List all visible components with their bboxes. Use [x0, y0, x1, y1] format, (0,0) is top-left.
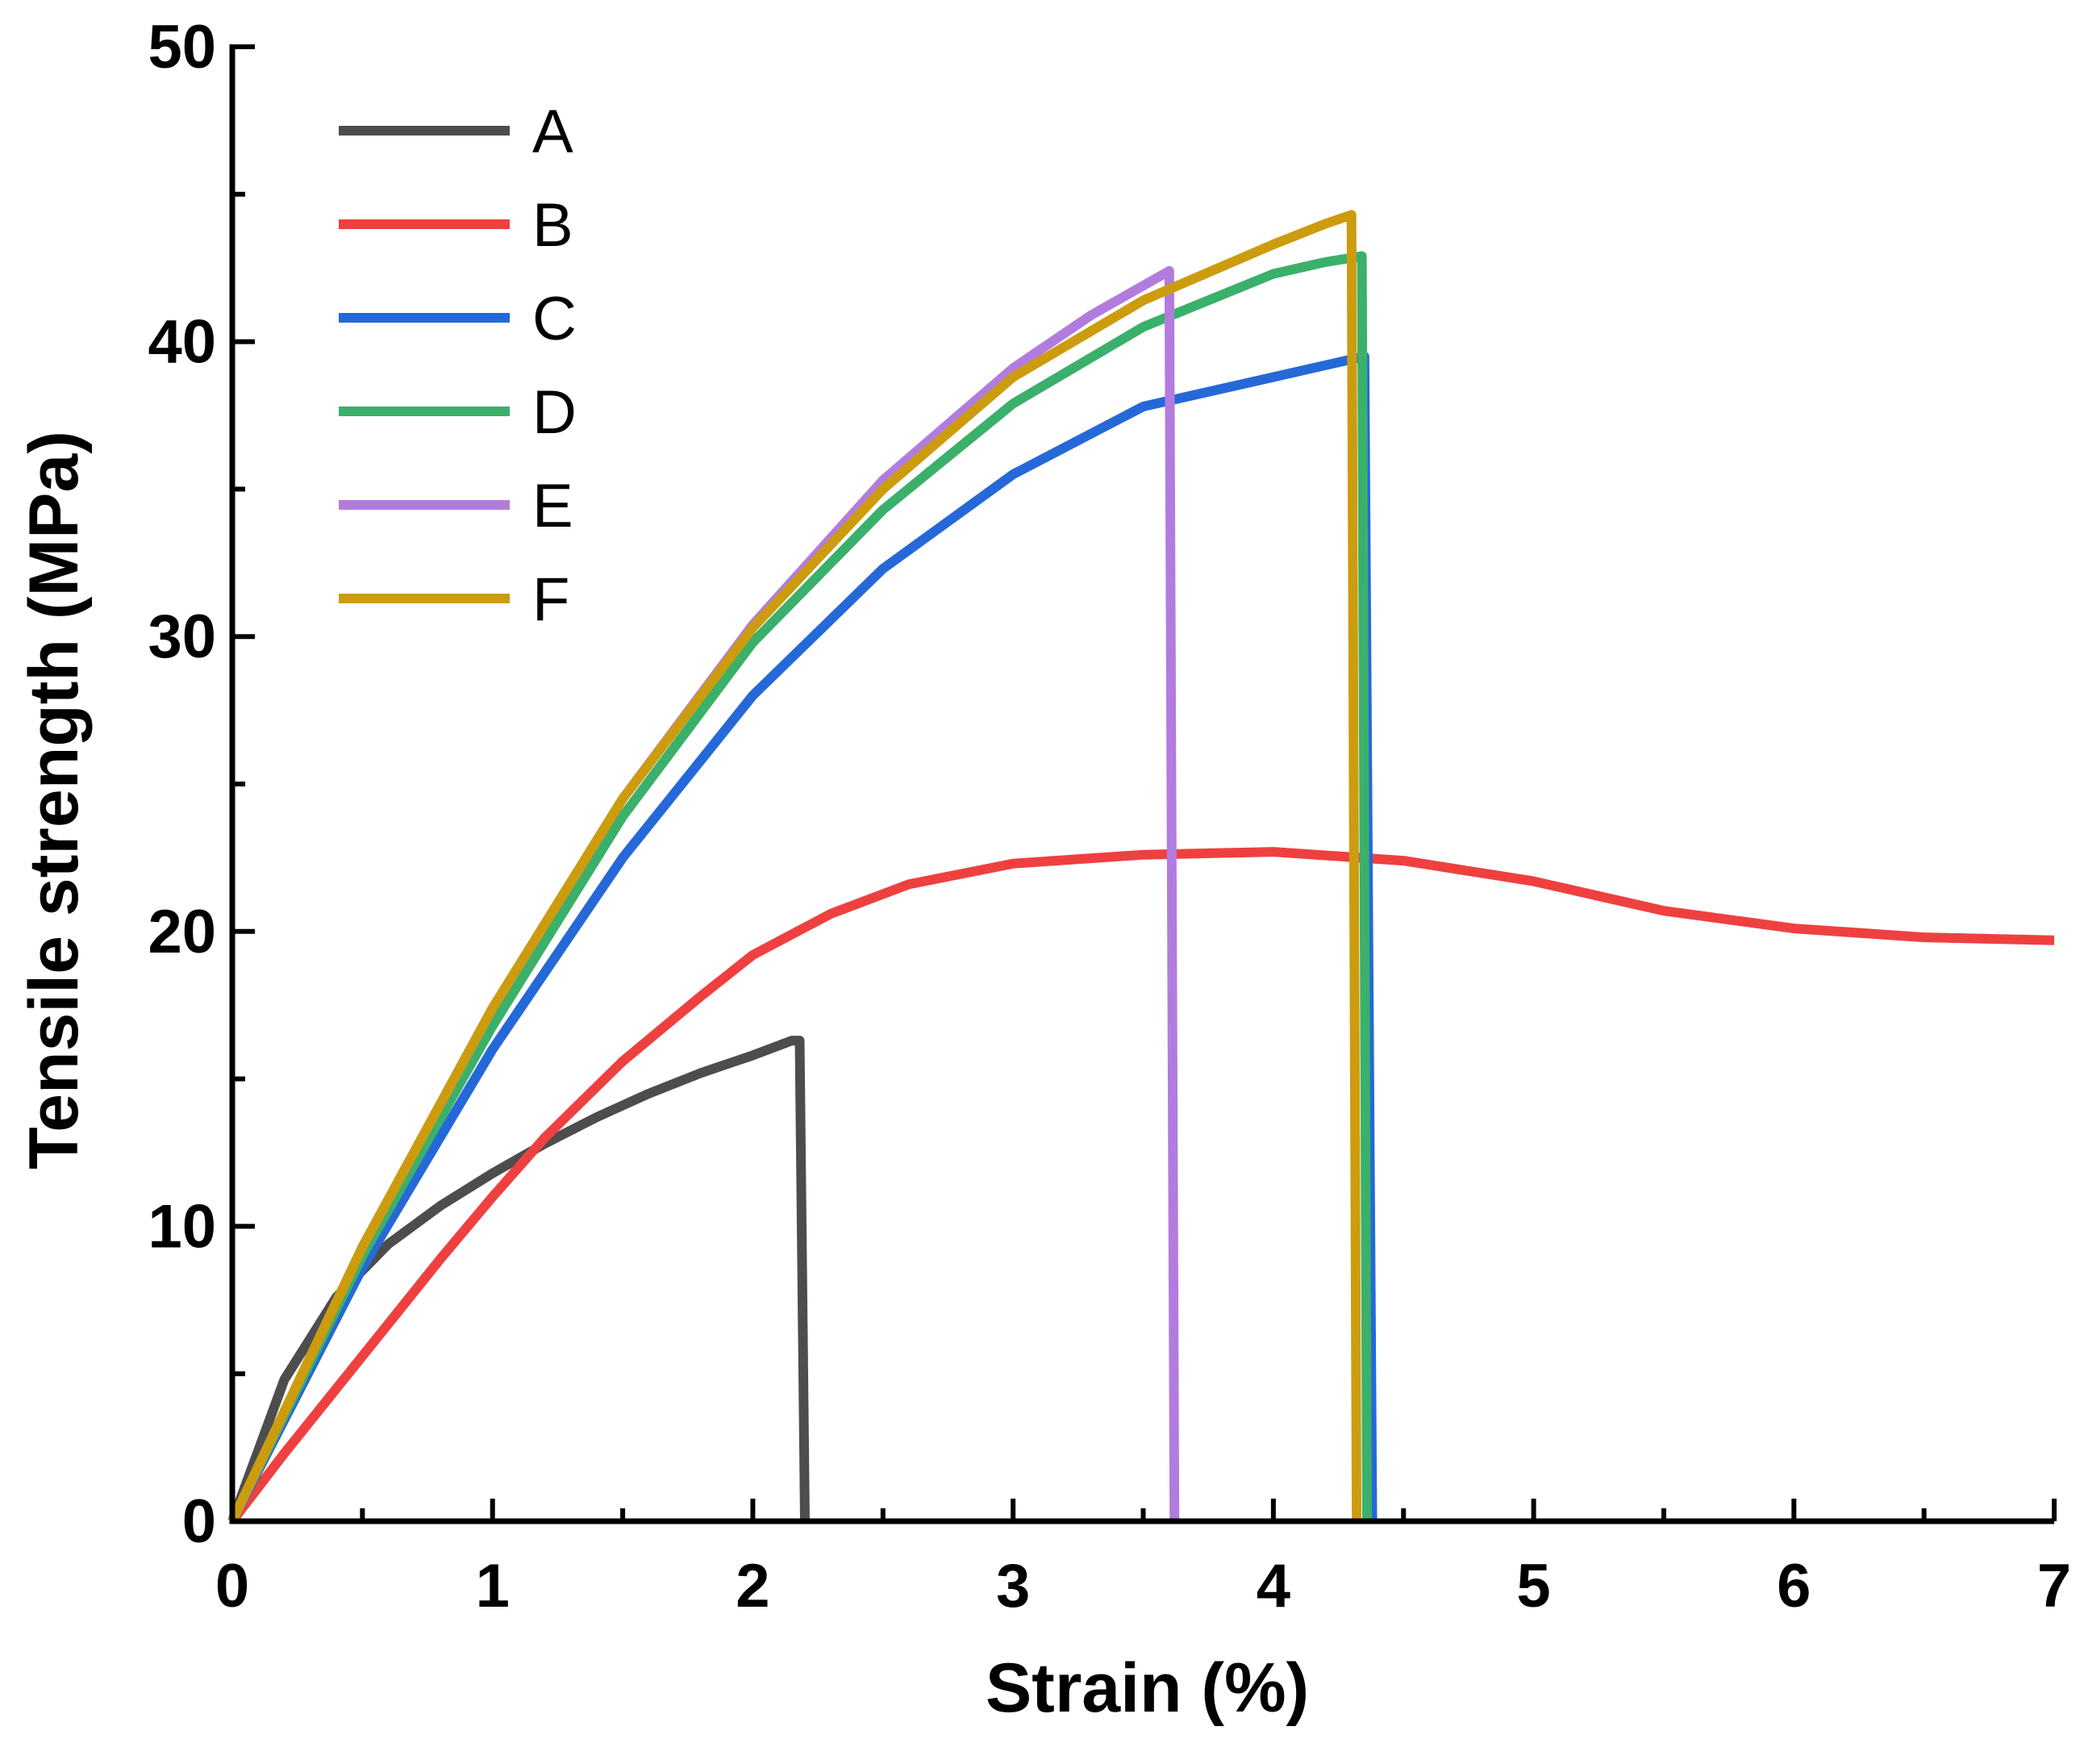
- legend-label-c: C: [532, 285, 577, 353]
- y-tick-label: 0: [182, 1487, 216, 1556]
- y-tick-label: 30: [148, 603, 216, 671]
- series-line-b: [228, 847, 2055, 1524]
- x-axis-title: Strain (%): [986, 1649, 1309, 1727]
- legend-label-d: D: [532, 378, 577, 447]
- series-line-f: [227, 210, 1362, 1524]
- series-line-a: [227, 1036, 810, 1524]
- legend-label-b: B: [532, 191, 573, 260]
- x-tick-label: 1: [476, 1552, 510, 1620]
- series-line-d: [227, 251, 1372, 1524]
- x-tick-label: 6: [1777, 1552, 1811, 1620]
- y-axis-title: Tensile strength (MPa): [15, 431, 93, 1170]
- x-tick-label: 0: [215, 1552, 249, 1620]
- legend-label-a: A: [532, 98, 573, 166]
- series-layer: [227, 210, 2055, 1524]
- x-tick-label: 2: [736, 1552, 769, 1620]
- x-tick-label: 4: [1257, 1552, 1290, 1620]
- axes-layer: [229, 44, 2054, 1524]
- legend-label-e: E: [532, 472, 573, 540]
- y-tick-label: 10: [148, 1192, 216, 1261]
- x-tick-label: 3: [996, 1552, 1030, 1620]
- y-tick-label: 20: [148, 898, 216, 966]
- x-tick-label: 5: [1516, 1552, 1550, 1620]
- series-line-c: [227, 351, 1378, 1524]
- ticks-layer: 0 1 2 3 4 5 6 7 0 10 20 30 40 50: [148, 13, 2071, 1620]
- x-tick-label: 7: [2037, 1552, 2071, 1620]
- y-tick-label: 40: [148, 308, 216, 377]
- legend-label-f: F: [532, 565, 569, 634]
- y-tick-label: 50: [148, 13, 216, 81]
